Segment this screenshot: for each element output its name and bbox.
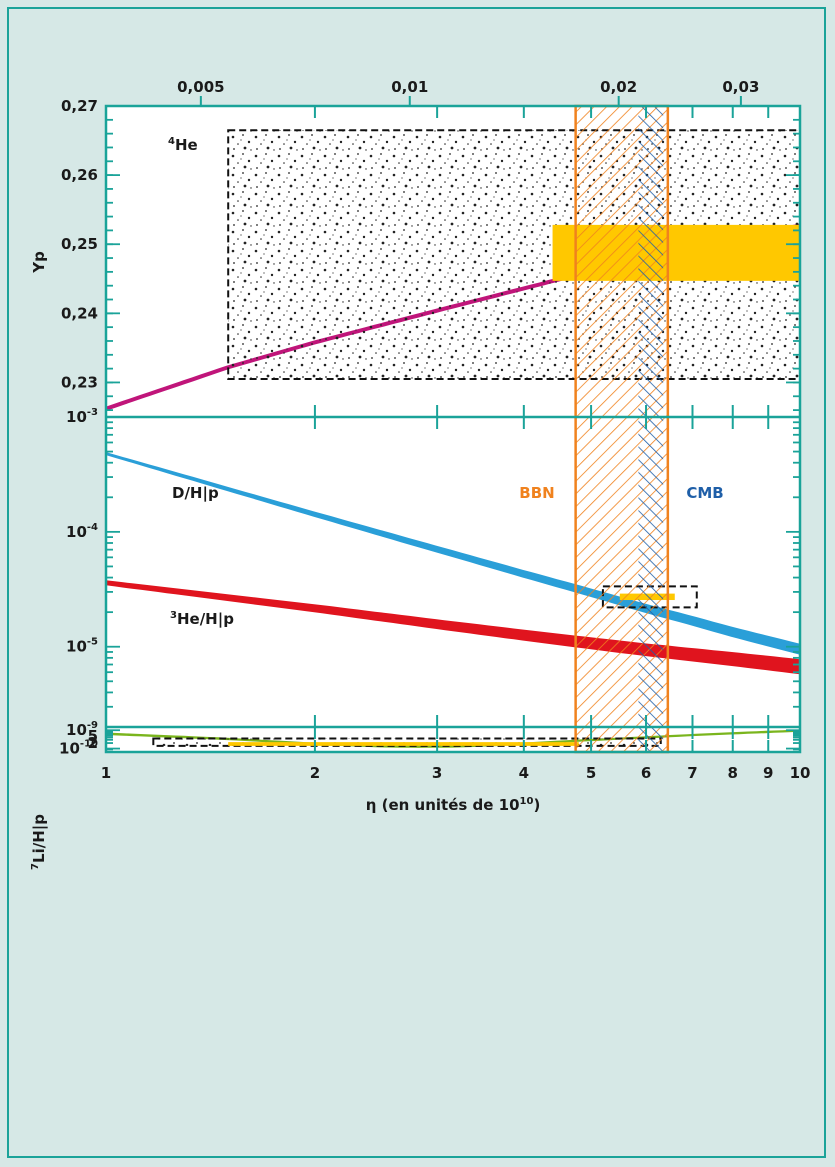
y-tick-exp: -9 bbox=[87, 720, 98, 731]
y0-tick-label: 0,24 bbox=[61, 304, 98, 322]
y-tick-base: 10 bbox=[66, 408, 87, 426]
y1-tick-label: 10-3 bbox=[66, 407, 98, 426]
y-tick-base: 10 bbox=[66, 721, 87, 739]
he3-label-sup: 3 bbox=[170, 610, 177, 621]
tick-labels: 1 2 3 4 5 6 7 8 9 100,005 0,01 0,02 0,030,230,240,25… bbox=[59, 78, 810, 782]
x-tick-label: 8 bbox=[728, 764, 738, 782]
y1-tick-label: 10-5 bbox=[66, 637, 98, 656]
y0-tick-label: 0,26 bbox=[61, 166, 98, 184]
y-tick-exp: -3 bbox=[87, 407, 98, 418]
bbn-cmb-bands bbox=[574, 104, 670, 754]
top-tick-label: 0,02 bbox=[600, 78, 637, 96]
y2-tick-label: 10-9 bbox=[66, 720, 98, 739]
top-tick-label: 0,005 bbox=[177, 78, 224, 96]
y0-tick-label: 0,27 bbox=[61, 97, 98, 115]
top-tick-label: 0,01 bbox=[391, 78, 428, 96]
xlabel-sup: 10 bbox=[520, 796, 534, 807]
ylabel-top: Yp bbox=[30, 251, 48, 274]
he4-label-main: He bbox=[175, 136, 198, 154]
y0-tick-label: 0,25 bbox=[61, 235, 98, 253]
cmb-band-hatch bbox=[638, 106, 664, 752]
x-tick-label: 2 bbox=[310, 764, 320, 782]
he3-label: 3He/H|p bbox=[170, 610, 234, 629]
y-tick-exp: -5 bbox=[87, 637, 98, 648]
x-tick-label: 7 bbox=[687, 764, 697, 782]
he4-label: 4He bbox=[168, 136, 198, 154]
x-tick-label: 10 bbox=[790, 764, 811, 782]
y-tick-base: 10 bbox=[66, 523, 87, 541]
y-tick-exp: -10 bbox=[80, 739, 98, 750]
cmb-label: CMB bbox=[686, 484, 723, 502]
y-tick-base: 10 bbox=[66, 638, 87, 656]
observation-boxes bbox=[152, 129, 800, 747]
top-tick-label: 0,03 bbox=[722, 78, 759, 96]
x-tick-label: 4 bbox=[519, 764, 529, 782]
ylabel-bottom-main: Li/H|p bbox=[30, 814, 49, 863]
ylabel-bottom: 7Li/H|p bbox=[30, 814, 49, 870]
x-tick-label: 9 bbox=[763, 764, 773, 782]
ylabel-bottom-sup: 7 bbox=[30, 863, 41, 870]
y-tick-base: 10 bbox=[59, 740, 80, 758]
bbn-label: BBN bbox=[519, 484, 554, 502]
x-tick-label: 5 bbox=[586, 764, 596, 782]
x-tick-label: 3 bbox=[432, 764, 442, 782]
x-tick-label: 1 bbox=[101, 764, 111, 782]
xlabel-end: ) bbox=[533, 796, 540, 814]
he3-label-main: He/H|p bbox=[177, 610, 234, 629]
x-tick-label: 6 bbox=[641, 764, 651, 782]
y-tick-exp: -4 bbox=[87, 522, 98, 533]
xlabel-main: η (en unités de 10 bbox=[366, 796, 520, 814]
axes bbox=[104, 96, 802, 754]
he4-label-sup: 4 bbox=[168, 136, 175, 147]
obs-box-filled-2-1 bbox=[228, 742, 579, 746]
y2-tick-label: 5 bbox=[88, 727, 98, 745]
y0-tick-label: 0,23 bbox=[61, 373, 98, 391]
y-tick-base: 5 bbox=[88, 727, 98, 745]
y2-tick-label: 2 bbox=[88, 734, 98, 752]
y1-tick-label: 10-4 bbox=[66, 522, 98, 541]
y-tick-base: 2 bbox=[88, 734, 98, 752]
dh-label: D/H|p bbox=[172, 484, 219, 503]
xlabel: η (en unités de 1010) bbox=[366, 796, 541, 814]
y2-tick-label: 10-10 bbox=[59, 739, 98, 758]
